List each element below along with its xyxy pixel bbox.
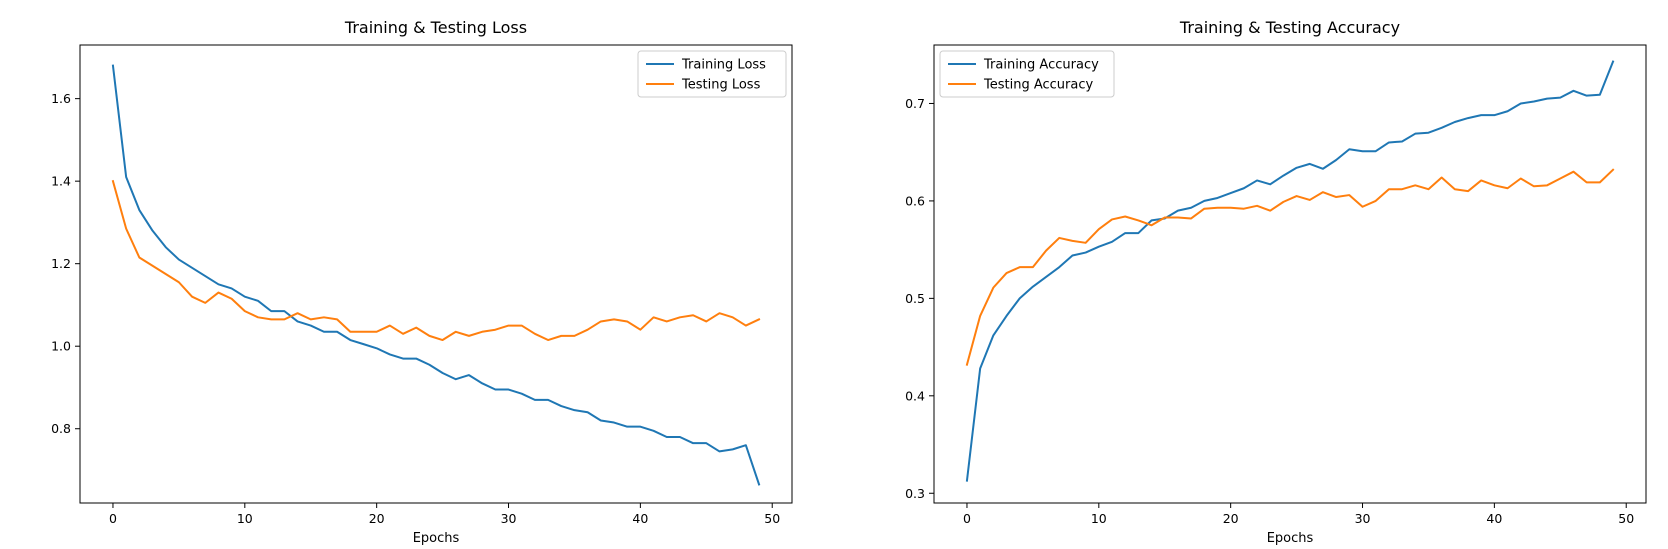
loss-x-tick-label: 30 [501,511,517,526]
loss-legend-label-training-loss: Training Loss [681,58,766,73]
accuracy-y-tick-label: 0.3 [905,486,925,501]
loss-y-tick-label: 1.0 [51,339,71,354]
loss-axes-frame [79,44,793,504]
accuracy-legend: Training Accuracy Testing Accuracy [939,50,1115,98]
accuracy-series-line-testing-accuracy [965,168,1615,366]
loss-legend-box [637,50,787,98]
accuracy-legend-label-testing-accuracy: Testing Accuracy [983,78,1093,93]
loss-x-tick-label: 40 [632,511,648,526]
loss-x-tick-label: 10 [237,511,253,526]
accuracy-x-tick-label: 10 [1091,511,1107,526]
loss-y-tick-label: 0.8 [51,421,71,436]
accuracy-y-tick-label: 0.4 [905,388,925,403]
loss-chart: Training & Testing Loss 0 10 20 30 40 50 0.8 1.0… [51,18,793,546]
loss-legend: Training Loss Testing Loss [637,50,787,98]
loss-x-tick-label: 0 [109,511,117,526]
loss-series-line-testing-loss [111,179,761,342]
loss-chart-title: Training & Testing Loss [344,18,527,37]
loss-x-tick-label: 50 [764,511,780,526]
accuracy-legend-label-training-accuracy: Training Accuracy [983,58,1099,73]
loss-x-tick-label: 20 [369,511,385,526]
loss-x-axis-label: Epochs [413,531,460,546]
accuracy-axes-frame [933,44,1647,504]
accuracy-x-axis-label: Epochs [1267,531,1314,546]
loss-legend-label-testing-loss: Testing Loss [681,78,761,93]
accuracy-series-line-training-accuracy [965,60,1615,482]
loss-series-line-training-loss [111,64,761,486]
accuracy-legend-box [939,50,1115,98]
accuracy-chart: Training & Testing Accuracy 0 10 20 30 40 50 0.… [905,18,1647,546]
accuracy-y-tick-label: 0.7 [905,96,925,111]
accuracy-y-tick-label: 0.6 [905,193,925,208]
loss-y-tick-label: 1.2 [51,256,71,271]
accuracy-x-tick-label: 20 [1223,511,1239,526]
loss-y-tick-label: 1.4 [51,174,71,189]
loss-y-tick-label: 1.6 [51,91,71,106]
accuracy-x-tick-label: 50 [1618,511,1634,526]
accuracy-chart-title: Training & Testing Accuracy [1179,18,1400,37]
accuracy-x-tick-label: 40 [1486,511,1502,526]
accuracy-x-tick-label: 0 [963,511,971,526]
accuracy-y-tick-label: 0.5 [905,291,925,306]
accuracy-x-tick-label: 30 [1355,511,1371,526]
